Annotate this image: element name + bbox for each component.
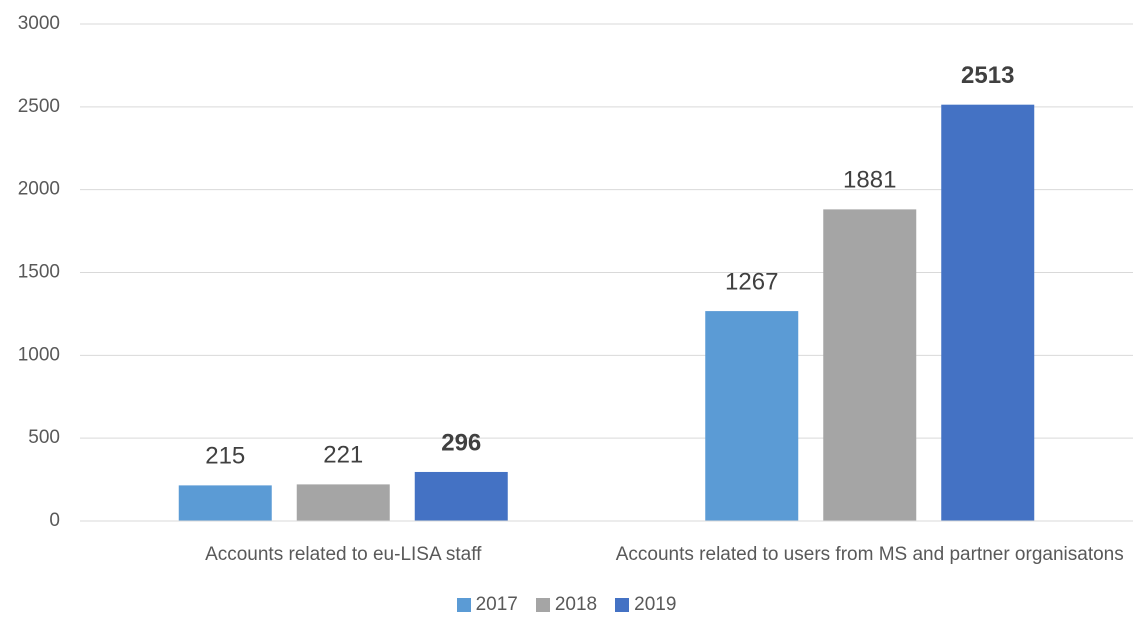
- legend-item: 2018: [535, 594, 598, 616]
- y-tick-label: 1500: [18, 262, 60, 283]
- bar: [705, 311, 799, 521]
- bar: [414, 471, 508, 521]
- y-tick-label: 0: [49, 510, 60, 531]
- y-tick-label: 2500: [18, 96, 60, 117]
- value-label: 1267: [725, 268, 778, 295]
- legend-label: 2017: [475, 594, 518, 615]
- value-label: 221: [323, 442, 363, 469]
- legend: 2017 2018 2019: [0, 594, 1133, 616]
- legend-item: 2019: [615, 594, 676, 616]
- value-label: 1881: [843, 167, 896, 194]
- legend-swatch: [456, 598, 471, 612]
- legend-label: 2018: [554, 594, 598, 615]
- x-tick-label: Accounts related to eu-LISA staff: [205, 544, 482, 565]
- value-label: 215: [205, 443, 245, 470]
- value-label: 2513: [961, 62, 1014, 89]
- value-label: 296: [441, 429, 481, 456]
- bar: [941, 104, 1035, 522]
- legend-swatch: [535, 598, 550, 612]
- bar: [296, 484, 390, 521]
- bar: [178, 485, 272, 521]
- y-tick-label: 3000: [18, 13, 60, 34]
- y-tick-label: 1000: [18, 344, 60, 365]
- bar: [823, 209, 917, 522]
- legend-label: 2019: [634, 594, 677, 615]
- legend-item: 2017: [456, 594, 518, 616]
- y-tick-label: 2000: [18, 179, 60, 200]
- x-tick-label: Accounts related to users from MS and pa…: [615, 544, 1124, 565]
- y-tick-label: 500: [28, 427, 60, 448]
- legend-swatch: [615, 598, 630, 612]
